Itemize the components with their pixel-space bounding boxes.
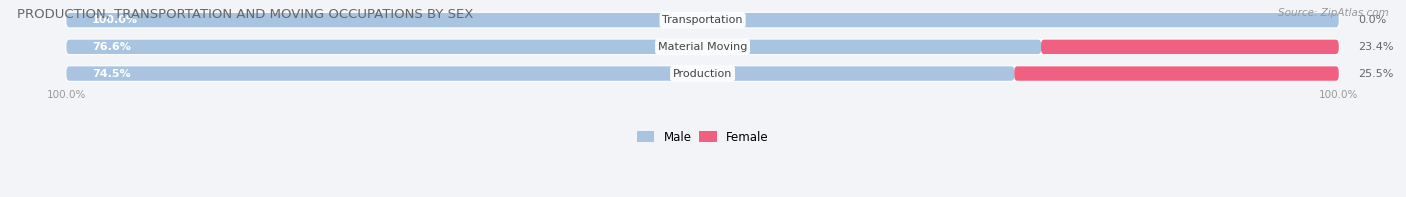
- Text: Production: Production: [673, 69, 733, 79]
- Text: 0.0%: 0.0%: [1358, 15, 1386, 25]
- Text: 76.6%: 76.6%: [91, 42, 131, 52]
- FancyBboxPatch shape: [66, 40, 1040, 54]
- Text: 100.0%: 100.0%: [1319, 90, 1358, 100]
- Text: Transportation: Transportation: [662, 15, 742, 25]
- Text: 25.5%: 25.5%: [1358, 69, 1393, 79]
- Text: 23.4%: 23.4%: [1358, 42, 1393, 52]
- FancyBboxPatch shape: [1014, 66, 1339, 81]
- Text: Material Moving: Material Moving: [658, 42, 747, 52]
- FancyBboxPatch shape: [66, 40, 1339, 54]
- Text: 74.5%: 74.5%: [91, 69, 131, 79]
- FancyBboxPatch shape: [1040, 40, 1339, 54]
- FancyBboxPatch shape: [66, 13, 1339, 27]
- FancyBboxPatch shape: [66, 66, 1339, 81]
- Legend: Male, Female: Male, Female: [631, 126, 773, 149]
- Text: PRODUCTION, TRANSPORTATION AND MOVING OCCUPATIONS BY SEX: PRODUCTION, TRANSPORTATION AND MOVING OC…: [17, 8, 474, 21]
- Text: 100.0%: 100.0%: [91, 15, 138, 25]
- Text: Source: ZipAtlas.com: Source: ZipAtlas.com: [1278, 8, 1389, 18]
- Text: 100.0%: 100.0%: [46, 90, 86, 100]
- FancyBboxPatch shape: [66, 66, 1014, 81]
- FancyBboxPatch shape: [66, 13, 1339, 27]
